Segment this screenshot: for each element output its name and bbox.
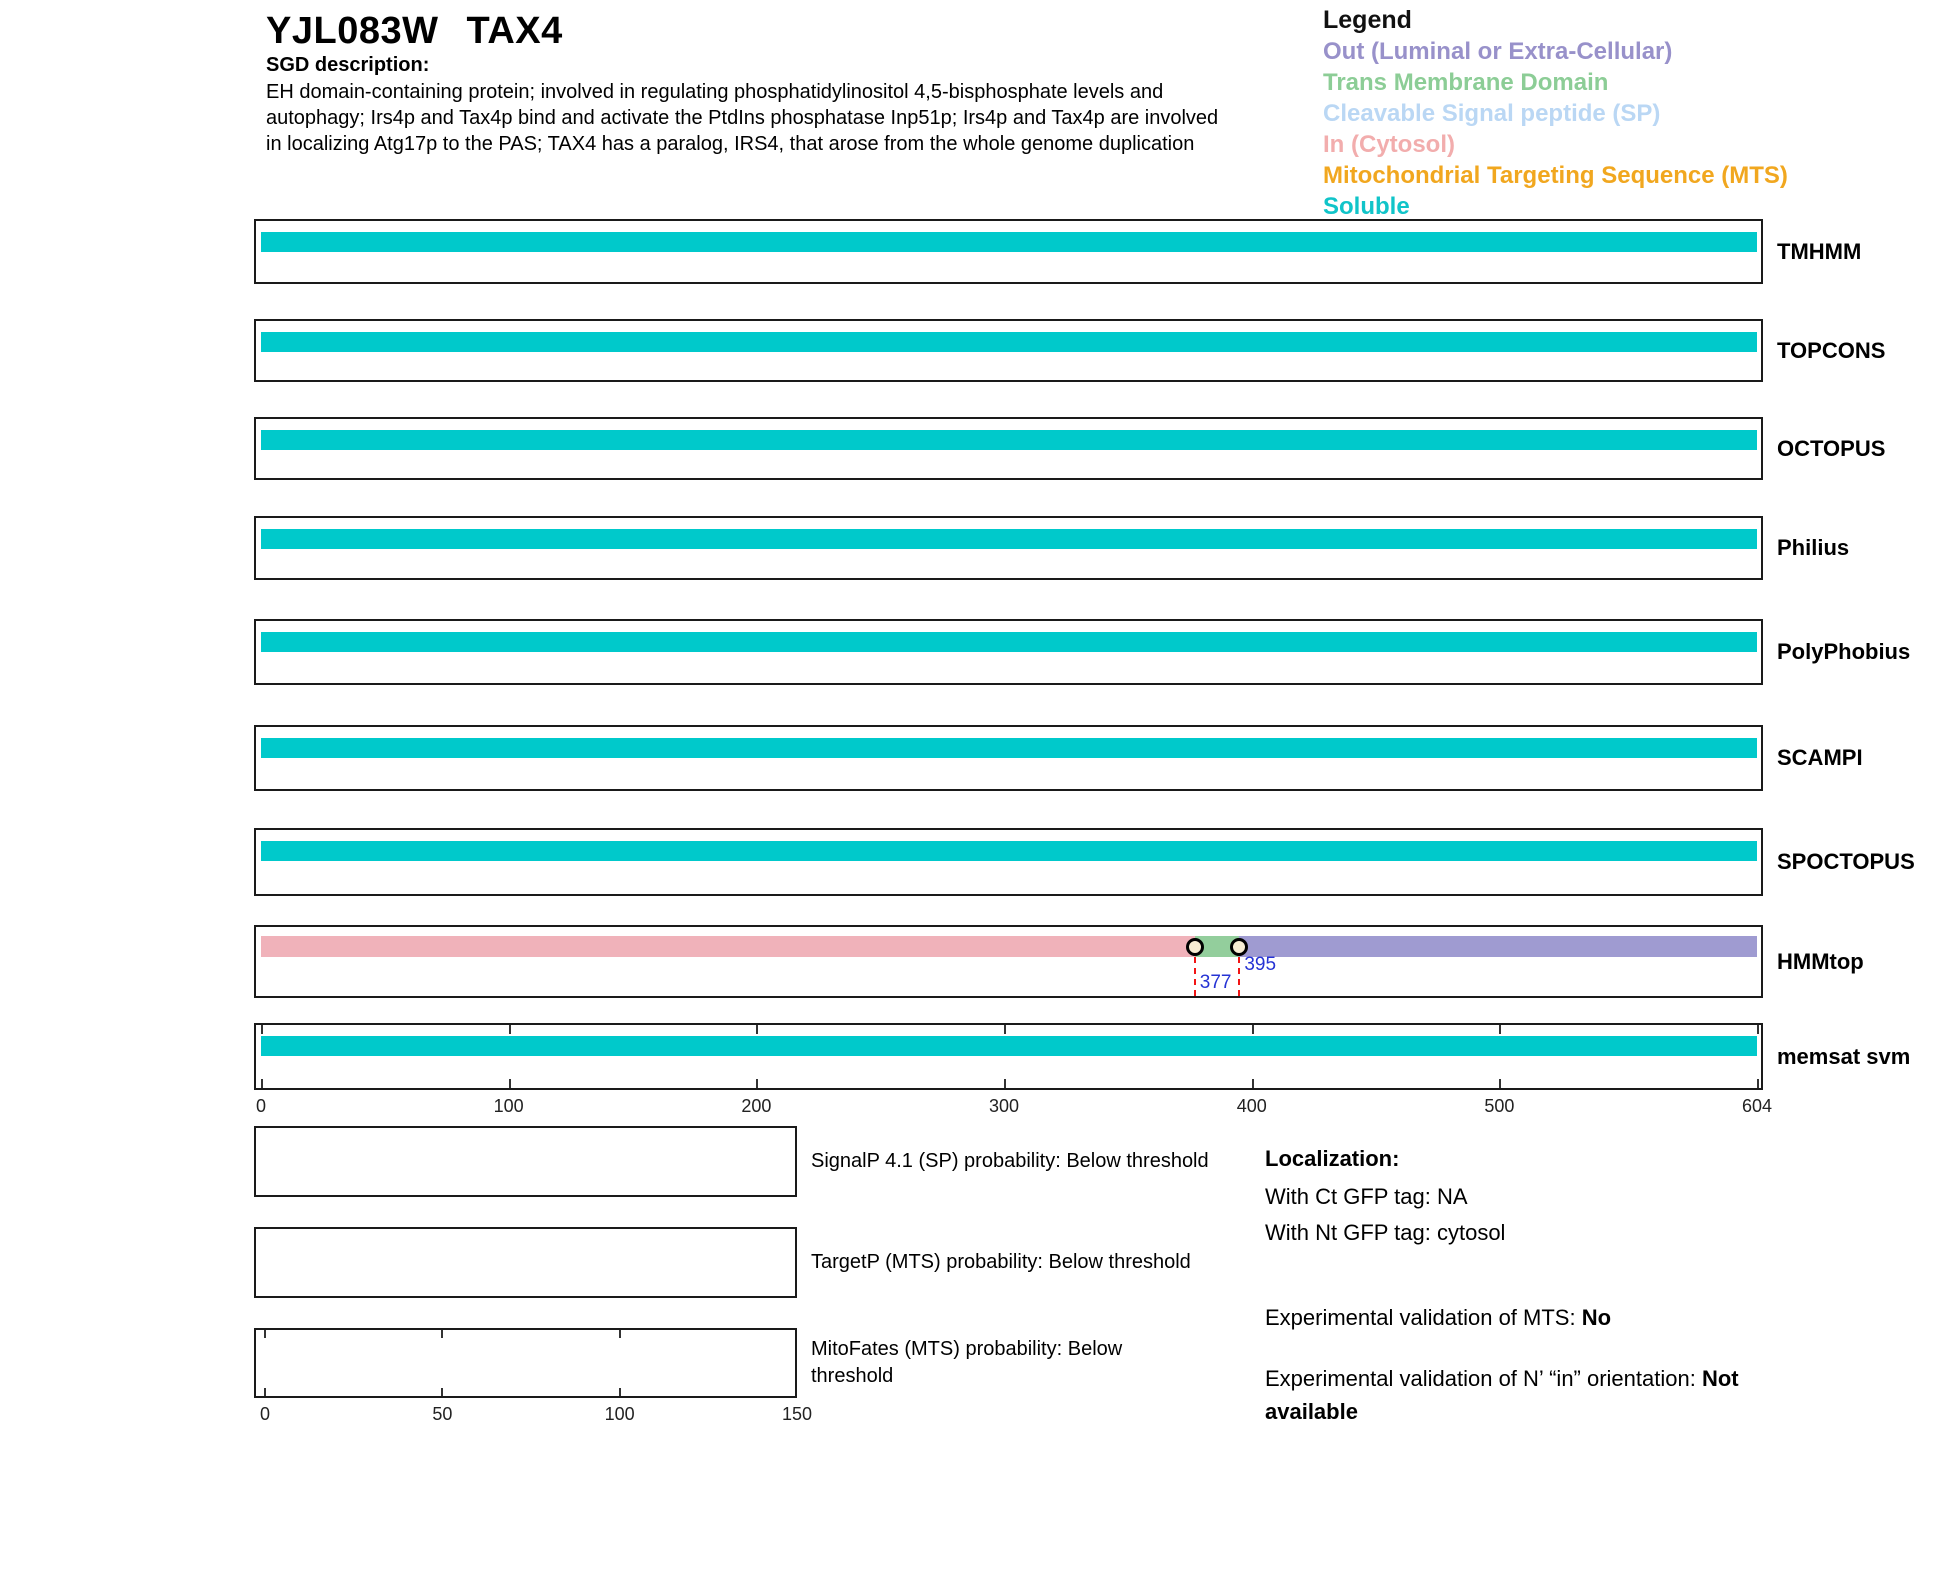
topology-segment [261, 738, 1757, 758]
track-name-label: SPOCTOPUS [1777, 849, 1915, 874]
boundary-position-label: 395 [1244, 954, 1277, 975]
mini-axis-tick-label: 50 [432, 1404, 453, 1424]
legend-item: Cleavable Signal peptide (SP) [1323, 100, 1661, 127]
topology-segment [261, 529, 1757, 549]
axis-tickmark [1004, 1079, 1007, 1088]
mini-axis-tick-label: 100 [604, 1404, 635, 1424]
probability-plot-label: TargetP (MTS) probability: Below thresho… [811, 1251, 1191, 1273]
mts-validation-label: Experimental validation of MTS: [1265, 1305, 1582, 1330]
axis-tickmark [1499, 1079, 1502, 1088]
track-name-label: memsat svm [1777, 1043, 1911, 1069]
axis-tick-label: 500 [1484, 1096, 1515, 1116]
legend-items: Out (Luminal or Extra-Cellular) Trans Mem… [1323, 36, 1788, 222]
axis-tickmark [508, 1025, 511, 1034]
track-name-label: PolyPhobius [1777, 639, 1911, 664]
axis-tickmark [1499, 1025, 1502, 1034]
boundary-dashed-line [1238, 957, 1241, 996]
probability-plot-box [254, 1126, 797, 1197]
orientation-validation-value: Not available [1265, 1366, 1739, 1424]
axis-tick-label: 604 [1741, 1096, 1773, 1116]
axis-tick-label: 400 [1236, 1096, 1267, 1116]
boundary-marker-icon [1230, 938, 1249, 956]
axis-tickmark [1251, 1079, 1254, 1088]
axis-tickmark [264, 1330, 266, 1338]
track-box [254, 725, 1763, 791]
track-box [254, 619, 1763, 685]
axis-tick-label: 100 [493, 1096, 524, 1116]
boundary-marker-icon [1185, 938, 1204, 956]
mts-validation-value: No [1581, 1305, 1612, 1330]
orientation-validation-line: Experimental validation of N’ “in” orien… [1265, 1362, 1743, 1428]
track-box [254, 1023, 1763, 1090]
axis-tickmark [618, 1330, 621, 1338]
track-name-label: OCTOPUS [1777, 435, 1886, 461]
track-name-label: TOPCONS [1777, 337, 1886, 363]
legend-item: In (Cytosol) [1323, 131, 1455, 158]
axis-tickmark [756, 1079, 759, 1088]
description-line: autophagy; Irs4p and Tax4p bind and acti… [266, 107, 1219, 129]
axis-tickmark [441, 1330, 444, 1338]
axis-tickmark [618, 1388, 621, 1396]
axis-tickmark [261, 1079, 263, 1088]
page-title: YJL083W TAX4 [266, 10, 563, 53]
topology-segment [261, 430, 1757, 450]
probability-plot-row: SignalP 4.1 (SP) probability: Below thre… [254, 1126, 1354, 1197]
nt-gfp-line: With Nt GFP tag: cytosol [1265, 1220, 1506, 1245]
probability-plot-row: TargetP (MTS) probability: Below thresho… [254, 1227, 1354, 1298]
track-name-label: SCAMPI [1777, 745, 1863, 770]
axis-tickmark [1757, 1025, 1759, 1034]
localization-title: Localization: [1265, 1146, 1400, 1171]
legend-item: Out (Luminal or Extra-Cellular) [1323, 38, 1673, 65]
description-line: in localizing Atg17p to the PAS; TAX4 ha… [266, 133, 1195, 155]
gene-name: TAX4 [466, 10, 563, 52]
axis-tick-label: 200 [741, 1096, 772, 1116]
axis-tickmark [441, 1388, 444, 1396]
probability-plot-box [254, 1227, 797, 1298]
topology-segment [261, 936, 1195, 957]
mini-axis-tick-label: 150 [781, 1404, 813, 1424]
legend-item: Trans Membrane Domain [1323, 69, 1609, 96]
boundary-position-label: 377 [1199, 972, 1232, 993]
axis-tick-label: 300 [989, 1096, 1020, 1116]
track-name-label: Philius [1777, 535, 1850, 560]
legend: Legend Out (Luminal or Extra-Cellular) Tr… [1323, 4, 1788, 222]
topology-segment [261, 332, 1757, 352]
axis-tickmark [1251, 1025, 1254, 1034]
track-box [254, 828, 1763, 896]
orf-name: YJL083W [266, 10, 439, 52]
probability-plot-label: SignalP 4.1 (SP) probability: Below thre… [811, 1150, 1209, 1172]
topology-segment [261, 1036, 1757, 1056]
legend-item: Soluble [1323, 193, 1410, 220]
topology-segment [261, 232, 1757, 252]
legend-title: Legend [1323, 6, 1412, 34]
track-name-label: TMHMM [1777, 238, 1862, 264]
probability-plot-label: MitoFates (MTS) probability: Below thres… [811, 1338, 1123, 1387]
description-line: EH domain-containing protein; involved i… [266, 81, 1164, 103]
topology-segment [261, 632, 1757, 652]
probability-plot-row: MitoFates (MTS) probability: Below thres… [254, 1328, 1354, 1398]
sgd-description-text: EH domain-containing protein; involved i… [266, 79, 1296, 157]
axis-tickmark [508, 1079, 511, 1088]
topology-segment [1194, 936, 1240, 957]
mts-validation-line: Experimental validation of MTS: No [1265, 1303, 1611, 1333]
orientation-validation-label: Experimental validation of N’ “in” orien… [1265, 1366, 1702, 1391]
axis-tick-label: 0 [255, 1096, 267, 1116]
topology-segment [1239, 936, 1757, 957]
mini-axis-tick-label: 0 [259, 1404, 271, 1424]
ct-gfp-line: With Ct GFP tag: NA [1265, 1184, 1468, 1209]
probability-plot-box [254, 1328, 797, 1398]
axis-tickmark [756, 1025, 759, 1034]
legend-item: Mitochondrial Targeting Sequence (MTS) [1323, 162, 1788, 189]
topology-segment [261, 841, 1757, 861]
axis-tickmark [264, 1388, 266, 1396]
axis-tickmark [1757, 1079, 1759, 1088]
axis-tickmark [1004, 1025, 1007, 1034]
boundary-dashed-line [1193, 957, 1196, 996]
sgd-description-label: SGD description: [266, 54, 430, 76]
track-name-label: HMMtop [1777, 948, 1864, 974]
axis-tickmark [261, 1025, 263, 1034]
